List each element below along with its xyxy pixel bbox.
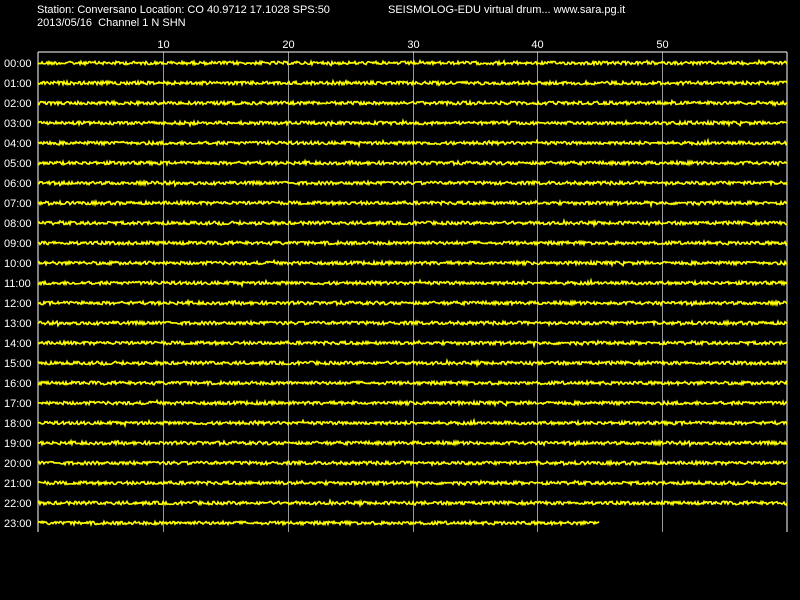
- label-layer: 10 20 30 40 50 00:00 01:00 02:00 03:00 04:00 05:00…: [4, 39, 669, 530]
- row-label: 13:00: [4, 318, 32, 330]
- station-info: Station: Conversano Location: CO 40.9712…: [37, 4, 330, 16]
- row-label: 14:00: [4, 338, 32, 350]
- trace-row: [37, 519, 600, 527]
- trace-row: [37, 78, 788, 88]
- trace-row: [37, 258, 788, 268]
- x-tick-label: 20: [282, 39, 294, 51]
- row-label: 23:00: [4, 518, 32, 530]
- trace-row: [37, 319, 788, 328]
- row-label: 07:00: [4, 198, 32, 210]
- row-label: 19:00: [4, 438, 32, 450]
- trace-row: [37, 58, 788, 67]
- trace-row: [37, 158, 788, 167]
- trace-row: [37, 199, 788, 209]
- trace-row: [37, 479, 788, 489]
- trace-layer: [37, 58, 788, 527]
- trace-row: [37, 398, 788, 408]
- trace-row: [37, 98, 788, 108]
- trace-row: [37, 379, 788, 387]
- trace-row: [37, 498, 788, 509]
- x-tick-label: 10: [157, 39, 169, 51]
- row-label: 21:00: [4, 478, 32, 490]
- row-label: 22:00: [4, 498, 32, 510]
- trace-row: [37, 298, 788, 308]
- row-label: 15:00: [4, 358, 32, 370]
- row-label: 09:00: [4, 238, 32, 250]
- x-tick-label: 50: [656, 39, 668, 51]
- trace-row: [37, 339, 788, 349]
- row-label: 01:00: [4, 78, 32, 90]
- drum-title: SEISMOLOG-EDU virtual drum... www.sara.p…: [388, 4, 626, 16]
- trace-row: [37, 218, 788, 229]
- row-label: 04:00: [4, 138, 32, 150]
- trace-row: [37, 358, 788, 369]
- trace-row: [37, 438, 788, 448]
- date-channel-info: 2013/05/16 Channel 1 N SHN: [37, 17, 186, 29]
- row-label: 02:00: [4, 98, 32, 110]
- row-label: 18:00: [4, 418, 32, 430]
- row-label: 11:00: [4, 278, 31, 290]
- row-label: 16:00: [4, 378, 32, 390]
- trace-row: [37, 178, 788, 188]
- row-label: 20:00: [4, 458, 32, 470]
- trace-row: [37, 417, 788, 429]
- x-tick-label: 30: [407, 39, 419, 51]
- row-label: 12:00: [4, 298, 32, 310]
- row-label: 10:00: [4, 258, 32, 270]
- row-label: 08:00: [4, 218, 32, 230]
- row-label: 06:00: [4, 178, 32, 190]
- trace-row: [37, 239, 788, 247]
- trace-row: [37, 137, 788, 149]
- row-label: 00:00: [4, 58, 32, 70]
- row-label: 03:00: [4, 118, 32, 130]
- trace-row: [37, 277, 788, 289]
- row-label: 05:00: [4, 158, 32, 170]
- grid-layer: [37, 51, 788, 532]
- x-tick-label: 40: [531, 39, 543, 51]
- trace-row: [37, 118, 788, 128]
- row-label: 17:00: [4, 398, 32, 410]
- trace-row: [37, 459, 788, 468]
